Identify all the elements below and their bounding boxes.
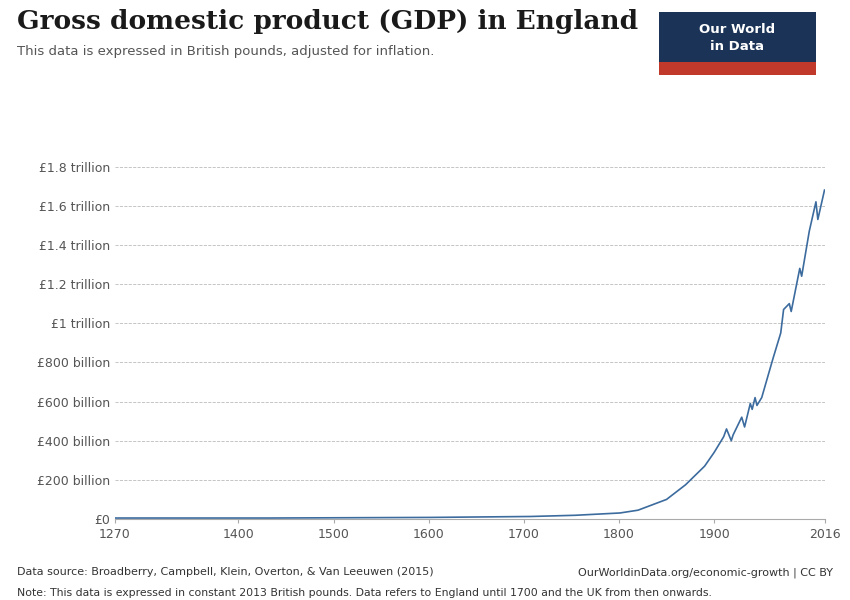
Text: Note: This data is expressed in constant 2013 British pounds. Data refers to Eng: Note: This data is expressed in constant… xyxy=(17,588,711,598)
Text: in Data: in Data xyxy=(711,40,764,53)
Text: This data is expressed in British pounds, adjusted for inflation.: This data is expressed in British pounds… xyxy=(17,45,434,58)
Text: Data source: Broadberry, Campbell, Klein, Overton, & Van Leeuwen (2015): Data source: Broadberry, Campbell, Klein… xyxy=(17,567,434,577)
FancyBboxPatch shape xyxy=(659,62,816,75)
Text: Our World: Our World xyxy=(700,23,775,35)
Text: OurWorldinData.org/economic-growth | CC BY: OurWorldinData.org/economic-growth | CC … xyxy=(578,567,833,577)
Text: Gross domestic product (GDP) in England: Gross domestic product (GDP) in England xyxy=(17,9,638,34)
FancyBboxPatch shape xyxy=(659,12,816,75)
